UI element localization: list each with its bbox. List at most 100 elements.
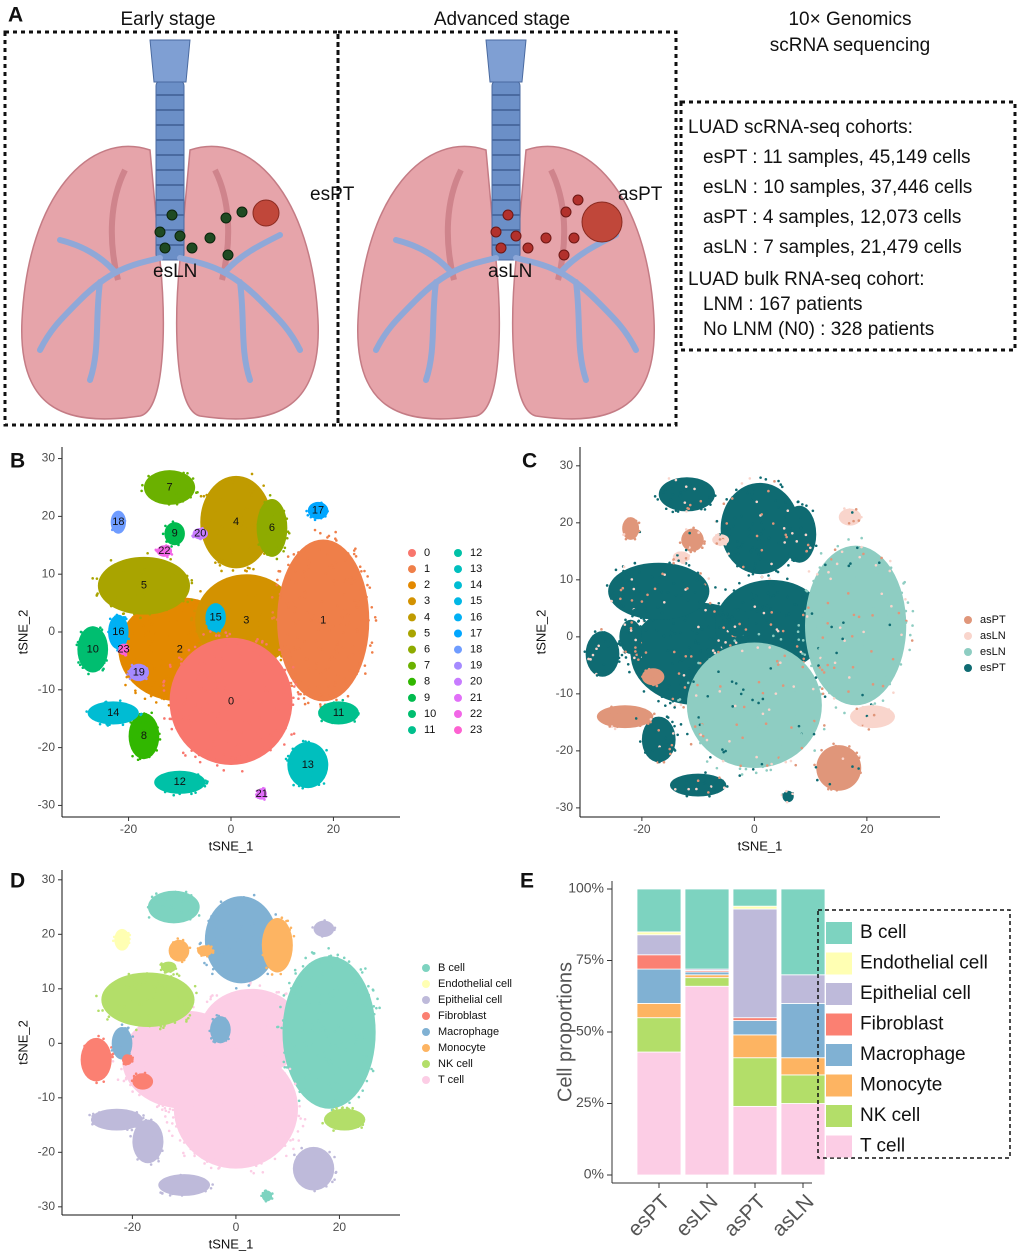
cell-point (220, 505, 224, 509)
cell-point (182, 1141, 186, 1144)
cell-point (771, 522, 775, 525)
cell-point (221, 582, 225, 586)
cell-point (224, 903, 228, 907)
cell-point (100, 628, 104, 632)
cell-point (364, 967, 367, 970)
cluster-label: 15 (210, 611, 222, 623)
cell-point (143, 1081, 147, 1084)
cell-point (847, 517, 851, 521)
cell-point (131, 1056, 134, 1059)
cell-point (241, 925, 245, 929)
cell-point (147, 1014, 151, 1018)
cell-point (114, 615, 117, 618)
cell-point (243, 1130, 247, 1133)
y-tick-label: -20 (38, 1144, 56, 1158)
cell-point (788, 552, 791, 556)
cell-point (622, 565, 626, 569)
cell-point (87, 657, 90, 660)
cell-point (700, 577, 703, 580)
cell-point (273, 1041, 277, 1045)
cell-point (154, 548, 158, 552)
cell-point (205, 514, 208, 518)
cell-point (770, 762, 773, 766)
cell-point (329, 1168, 333, 1172)
cell-point (305, 1176, 309, 1179)
cell-point (278, 592, 282, 596)
cell-point (799, 663, 803, 666)
cell-point (785, 797, 789, 801)
cell-point (273, 1057, 276, 1061)
cell-point (203, 673, 207, 676)
cell-point (812, 602, 816, 606)
cell-point (329, 1123, 333, 1126)
cell-point (251, 934, 255, 937)
cell-point (190, 581, 194, 585)
cell-point (170, 545, 173, 548)
cell-point (218, 599, 222, 602)
cell-point (202, 633, 205, 636)
cell-point (291, 620, 295, 624)
cell-point (321, 972, 325, 976)
cell-point (308, 963, 312, 966)
cell-point (303, 1020, 307, 1024)
cell-point (135, 1111, 139, 1114)
cell-point (885, 675, 889, 679)
cell-point (364, 672, 367, 675)
cell-point (158, 738, 162, 741)
cell-point (346, 717, 349, 721)
legend-swatch (408, 661, 416, 670)
cell-point (602, 663, 606, 666)
cell-point (265, 1063, 269, 1067)
cell-point (264, 1076, 267, 1080)
cell-point (281, 682, 284, 685)
cell-point (724, 641, 727, 644)
cell-point (180, 945, 184, 948)
cell-point (605, 584, 609, 587)
cell-point (788, 583, 792, 586)
cell-point (683, 488, 687, 492)
cell-point (797, 624, 801, 627)
legend-label: 10 (424, 708, 436, 720)
cell-point (754, 562, 757, 565)
cell-point (98, 642, 102, 645)
cell-point (273, 707, 276, 710)
cell-point (177, 680, 181, 683)
panel-label: C (522, 450, 537, 473)
cell-point (673, 724, 676, 728)
cell-point (281, 966, 284, 969)
cell-point (779, 638, 783, 641)
cell-point (254, 679, 257, 682)
cell-point (211, 745, 215, 749)
cell-point (801, 613, 805, 617)
cell-point (333, 582, 337, 586)
cell-point (205, 683, 208, 687)
cell-point (631, 528, 635, 532)
cell-point (271, 611, 275, 614)
cell-point (872, 708, 875, 712)
cell-point (706, 694, 710, 698)
cell-point (787, 564, 790, 567)
cell-point (269, 924, 273, 927)
cell-point (361, 1053, 365, 1056)
cell-point (175, 492, 178, 496)
cell-point (243, 1104, 246, 1107)
cell-point (133, 1125, 137, 1128)
cell-point (141, 1158, 145, 1161)
cell-point (717, 533, 720, 536)
cell-point (235, 509, 239, 512)
cell-point (264, 1199, 268, 1203)
x-tick-label: asPT (720, 1190, 771, 1241)
cell-point (228, 632, 232, 636)
cell-point (99, 626, 102, 630)
cell-point (206, 675, 209, 679)
x-tick-label: -20 (124, 1220, 142, 1234)
cell-point (171, 583, 175, 587)
cell-point (859, 724, 862, 727)
cell-point (777, 479, 780, 483)
cell-point (223, 628, 227, 631)
cell-point (261, 1191, 265, 1195)
cell-point (270, 1197, 274, 1200)
cell-point (813, 763, 816, 767)
cell-point (351, 705, 354, 708)
cell-point (679, 491, 682, 494)
